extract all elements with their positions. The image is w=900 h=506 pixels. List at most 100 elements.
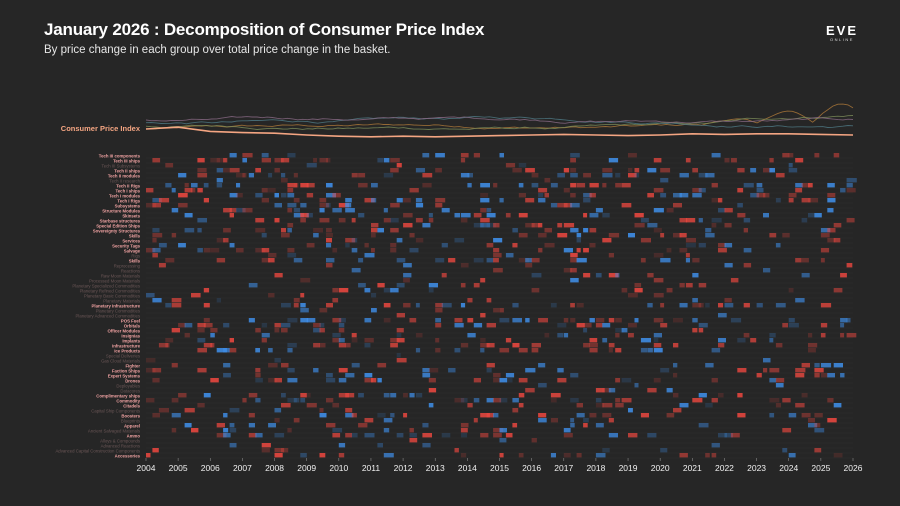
heatmap-cell <box>570 258 578 263</box>
heatmap-cell <box>692 188 702 193</box>
heatmap-cell <box>422 443 431 448</box>
heatmap-cell <box>422 183 432 188</box>
heatmap-cell <box>319 343 326 348</box>
heatmap-cell <box>274 433 285 438</box>
heatmap-cell <box>711 398 718 403</box>
heatmap-cell <box>326 258 335 263</box>
heatmap-cell <box>345 433 352 438</box>
heatmap-cell <box>152 158 161 163</box>
heatmap-cell <box>660 168 671 173</box>
heatmap-cell <box>184 333 190 338</box>
heatmap-cell <box>570 418 575 423</box>
heatmap-cell <box>583 323 592 328</box>
heatmap-cell <box>583 193 592 198</box>
heatmap-cell <box>184 423 192 428</box>
heatmap-cell <box>236 208 246 213</box>
heatmap-cell <box>460 433 468 438</box>
heatmap-cell <box>763 368 768 373</box>
heatmap-cell <box>409 438 418 443</box>
heatmap-cell <box>608 158 619 163</box>
heatmap-cell <box>679 403 689 408</box>
heatmap-cell <box>152 298 162 303</box>
group-lines <box>145 103 854 130</box>
heatmap-cell <box>788 453 796 458</box>
heatmap-cell <box>557 368 564 373</box>
group-label: Insignias <box>121 333 140 338</box>
heatmap-cell <box>801 183 811 188</box>
heatmap-cell <box>486 258 494 263</box>
heatmap-cell <box>422 373 431 378</box>
heatmap-cell <box>351 333 357 338</box>
heatmap-cell <box>319 328 325 333</box>
heatmap-cell <box>820 258 825 263</box>
heatmap-cell <box>820 303 832 308</box>
heatmap-cell <box>358 173 366 178</box>
group-line <box>145 116 854 128</box>
heatmap-cell <box>293 213 304 218</box>
group-label: Rigs <box>131 253 140 258</box>
heatmap-cell <box>377 378 382 383</box>
heatmap-cell <box>364 433 375 438</box>
heatmap-cell <box>550 183 558 188</box>
heatmap-cell <box>236 248 244 253</box>
heatmap-cell <box>274 273 283 278</box>
heatmap-cell <box>326 243 332 248</box>
heatmap-cell <box>158 343 169 348</box>
heatmap-cell <box>628 433 638 438</box>
heatmap-cell <box>692 318 698 323</box>
x-tick-label: 2015 <box>490 463 509 473</box>
heatmap-cell <box>833 403 842 408</box>
heatmap-cell <box>287 188 294 193</box>
heatmap-cell <box>737 203 743 208</box>
heatmap-cell <box>705 233 715 238</box>
x-tick-label: 2004 <box>137 463 156 473</box>
heatmap-cell <box>563 188 570 193</box>
heatmap-cell <box>300 393 307 398</box>
heatmap-cell <box>428 368 439 373</box>
heatmap-cell <box>306 193 314 198</box>
heatmap-cell <box>171 233 177 238</box>
heatmap-cell <box>281 228 286 233</box>
heatmap-cell <box>300 293 305 298</box>
heatmap-cell <box>261 198 269 203</box>
heatmap-cell <box>634 383 639 388</box>
x-axis: 2004 2005 2006 2007 2008 2009 2010 2011 2012 2013… <box>137 458 863 473</box>
heatmap-cell <box>679 193 689 198</box>
heatmap-cell <box>576 303 584 308</box>
heatmap-cell <box>480 338 486 343</box>
heatmap-cell <box>364 373 373 378</box>
heatmap-cell <box>673 203 682 208</box>
heatmap-cell <box>518 258 529 263</box>
heatmap-cell <box>698 423 709 428</box>
heatmap-cell <box>146 248 156 253</box>
heatmap-cell <box>518 453 524 458</box>
heatmap-cell <box>846 318 851 323</box>
heatmap-cell <box>403 263 412 268</box>
heatmap-cell <box>229 408 240 413</box>
heatmap-cell <box>422 223 431 228</box>
group-label: Skills <box>129 233 141 238</box>
heatmap-cell <box>673 363 678 368</box>
heatmap-cell <box>525 258 532 263</box>
heatmap-cell <box>326 228 332 233</box>
heatmap-cell <box>570 303 575 308</box>
heatmap-cell <box>653 333 662 338</box>
heatmap-cell <box>602 323 611 328</box>
heatmap-cell <box>229 348 237 353</box>
heatmap-cell <box>454 318 463 323</box>
heatmap-cell <box>165 303 172 308</box>
heatmap-cell <box>415 303 420 308</box>
heatmap-cell <box>377 228 384 233</box>
heatmap-cell <box>550 303 557 308</box>
heatmap-cell <box>248 283 258 288</box>
group-label: Skinsets <box>122 213 140 218</box>
heatmap-cell <box>698 323 708 328</box>
heatmap-cell <box>152 238 157 243</box>
heatmap-cell <box>293 173 298 178</box>
heatmap-cell <box>782 323 788 328</box>
heatmap-cell <box>216 258 226 263</box>
heatmap-cell <box>460 213 471 218</box>
heatmap-cell <box>595 398 602 403</box>
heatmap-cell <box>531 343 541 348</box>
heatmap-cell <box>313 323 321 328</box>
